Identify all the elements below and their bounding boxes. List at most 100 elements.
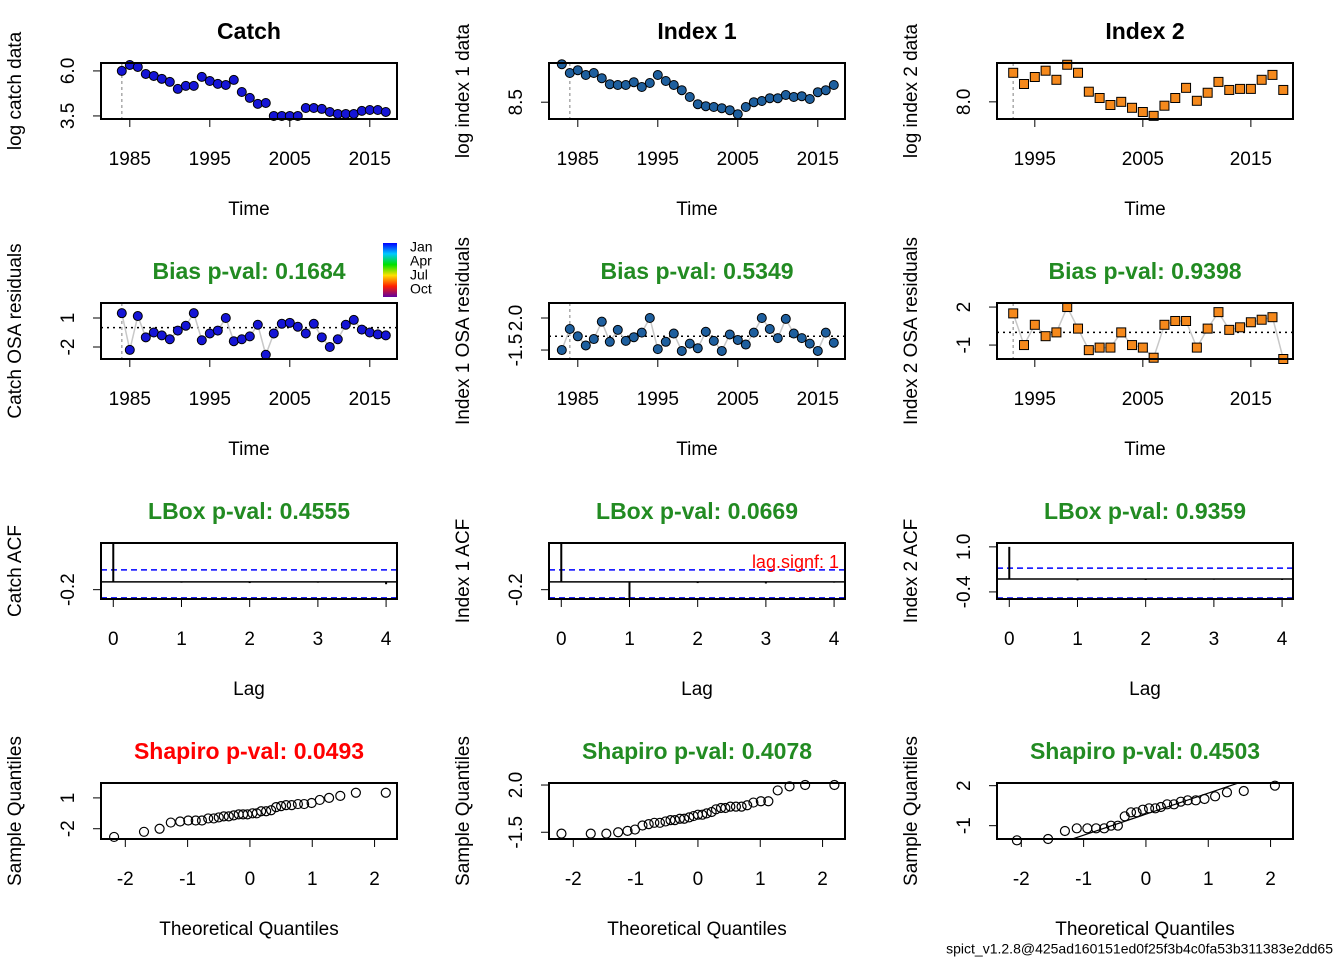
qq-point [1168,799,1180,810]
x-tick-label: 1985 [557,389,599,410]
plot-frame [996,62,1294,120]
x-axis-label: Time [1124,439,1166,460]
qq-point [256,806,267,817]
data-point [652,344,663,355]
data-point [1029,319,1040,330]
qq-point [654,817,666,828]
data-point [116,308,127,319]
qq-point [223,811,234,822]
qq-point [1210,791,1221,802]
data-point [196,71,207,82]
y-axis-label: Index 2 OSA residuals [901,237,922,425]
panel-title: Shapiro p-val: 0.4078 [582,738,812,764]
x-tick-label: 2015 [349,389,391,410]
data-point [1202,323,1213,334]
qq-point [280,799,292,811]
x-tick-label: 0 [1004,629,1015,650]
y-tick-label: -0.2 [506,573,527,606]
qq-point [380,787,391,798]
x-tick-label: 2005 [269,149,311,170]
data-point [188,308,199,319]
data-point [380,330,391,341]
data-point [140,332,151,343]
data-point [1278,84,1289,95]
data-point [1051,74,1062,85]
data-point [1116,96,1127,107]
y-axis-label: Index 2 ACF [901,519,922,624]
data-point [572,65,583,76]
data-point [132,311,143,322]
data-point [676,85,687,96]
qq-point [637,820,648,831]
panel-title: Shapiro p-val: 0.0493 [134,738,364,764]
x-tick-label: 2005 [717,149,759,170]
x-tick-label: 2 [369,869,380,890]
x-tick-label: 2 [1265,869,1276,890]
qq-point [643,819,654,830]
qq-point [736,801,747,812]
x-tick-label: 2 [1140,629,1151,650]
qq-point [772,785,783,796]
panel-title: Bias p-val: 0.9398 [1048,258,1241,284]
data-point [556,59,567,70]
y-tick-label: 6.0 [58,58,79,84]
x-tick-label: 1985 [109,389,151,410]
qq-point [190,815,201,826]
y-tick-label: 2.0 [506,305,527,331]
legend-label: Oct [410,281,432,297]
panel-title: LBox p-val: 0.0669 [596,498,798,524]
x-axis-label: Time [676,439,718,460]
qq-point [286,799,297,811]
data-point [732,109,743,120]
data-point [692,343,703,354]
qq-line [549,786,845,845]
x-axis-label: Time [676,199,718,220]
data-point [164,76,175,87]
x-tick-label: 2 [692,629,703,650]
y-tick-label: 2 [954,302,975,313]
panel-title: Catch [217,18,281,44]
data-point [380,106,391,117]
qq-point [165,817,176,828]
x-tick-label: 1 [307,869,318,890]
qq-point [1125,807,1137,818]
qq-point [748,797,759,808]
qq-point [314,794,325,806]
data-point [1235,83,1246,94]
qq-point [196,815,208,826]
qq-point [323,792,335,803]
data-point [220,312,231,323]
qq-point [1071,823,1082,834]
data-point [1181,82,1192,93]
qq-point [208,813,219,824]
qq-point [261,806,272,817]
qq-point [720,802,731,814]
qq-point [763,796,774,807]
qq-point [218,811,229,822]
x-tick-label: -1 [179,869,196,890]
x-tick-label: -2 [565,869,582,890]
data-point [1202,87,1213,98]
data-point [1267,312,1278,323]
data-point [612,324,623,335]
x-axis-label: Time [228,439,270,460]
qq-point [175,816,186,827]
data-point [268,328,279,339]
data-point [244,331,255,342]
x-tick-label: 3 [313,629,324,650]
data-point [828,337,839,348]
qq-point [829,779,840,791]
data-point [1008,67,1019,78]
qq-point [1090,823,1102,834]
data-point [756,313,767,324]
panel-title: Bias p-val: 0.1684 [152,258,345,284]
qq-point [649,817,660,828]
panel-title: LBox p-val: 0.4555 [148,498,350,524]
qq-point [784,781,795,792]
data-point [1267,69,1278,80]
qq-point [299,798,310,810]
qq-point [108,831,120,843]
qq-point [203,813,214,824]
panel-title: Index 1 [657,18,736,44]
x-tick-label: 1995 [637,149,679,170]
